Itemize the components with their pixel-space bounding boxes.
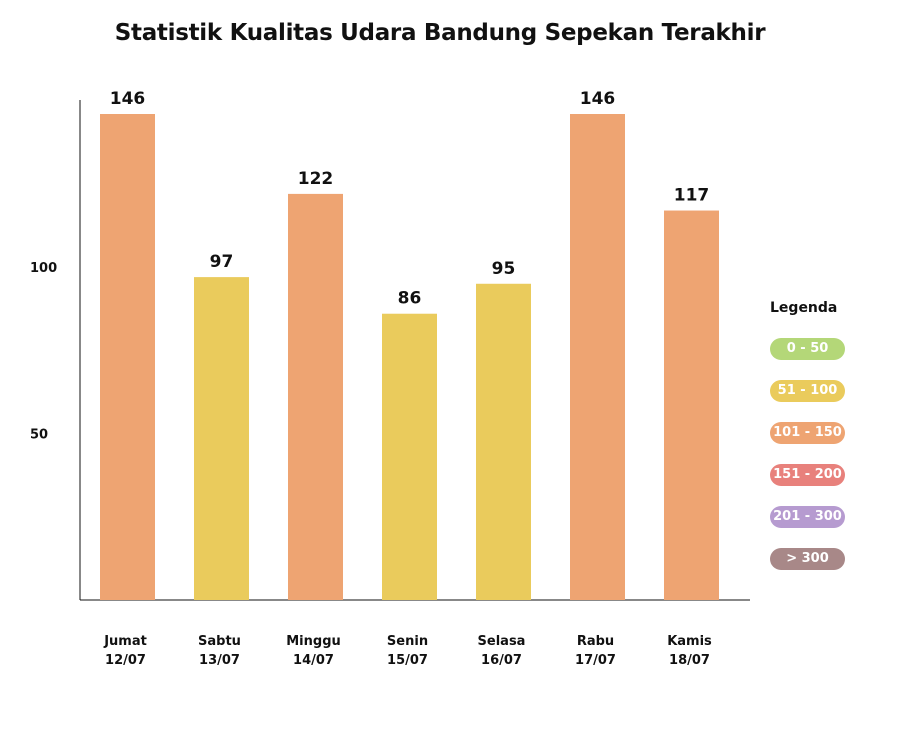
x-tick-label-day: Rabu	[577, 634, 614, 649]
x-tick-label-day: Kamis	[667, 634, 712, 649]
y-tick-label: 100	[30, 261, 57, 276]
data-label: 122	[298, 169, 334, 189]
x-tick-label-day: Sabtu	[198, 634, 241, 649]
x-tick-label-date: 13/07	[199, 653, 240, 668]
bar	[382, 313, 437, 600]
x-tick-label-day: Senin	[387, 634, 428, 649]
bar	[194, 277, 249, 600]
bar	[288, 193, 343, 600]
data-label: 86	[398, 289, 422, 309]
x-tick-label-day: Selasa	[478, 634, 526, 649]
x-tick-label-day: Jumat	[103, 634, 147, 649]
legend-item: 101 - 150	[770, 422, 845, 444]
legend-item: > 300	[770, 548, 845, 570]
legend-title: Legenda	[770, 300, 838, 316]
x-tick-label-date: 12/07	[105, 653, 146, 668]
legend-item: 201 - 300	[770, 506, 845, 528]
bar	[570, 114, 625, 600]
bar	[476, 283, 531, 600]
legend-item: 0 - 50	[770, 338, 845, 360]
bar	[100, 114, 155, 600]
data-label: 146	[580, 89, 616, 109]
data-label: 95	[492, 259, 516, 279]
legend-item: 151 - 200	[770, 464, 845, 486]
x-tick-label-date: 15/07	[387, 653, 428, 668]
legend-items: 0 - 50 51 - 100 101 - 150 151 - 200 201 - 30…	[770, 338, 880, 570]
data-label: 146	[110, 89, 146, 109]
data-label: 117	[674, 186, 710, 206]
legend-item: 51 - 100	[770, 380, 845, 402]
legend: Legenda 0 - 50 51 - 100 101 - 150 151 - 200…	[770, 300, 880, 590]
x-tick-label-date: 18/07	[669, 653, 710, 668]
x-tick-label-date: 17/07	[575, 653, 616, 668]
x-tick-label-day: Minggu	[286, 634, 341, 649]
y-tick-label: 50	[30, 428, 48, 443]
x-tick-label-date: 14/07	[293, 653, 334, 668]
x-tick-label-date: 16/07	[481, 653, 522, 668]
chart-title: Statistik Kualitas Udara Bandung Sepekan…	[114, 20, 766, 46]
bar	[664, 210, 719, 600]
data-label: 97	[210, 252, 234, 272]
